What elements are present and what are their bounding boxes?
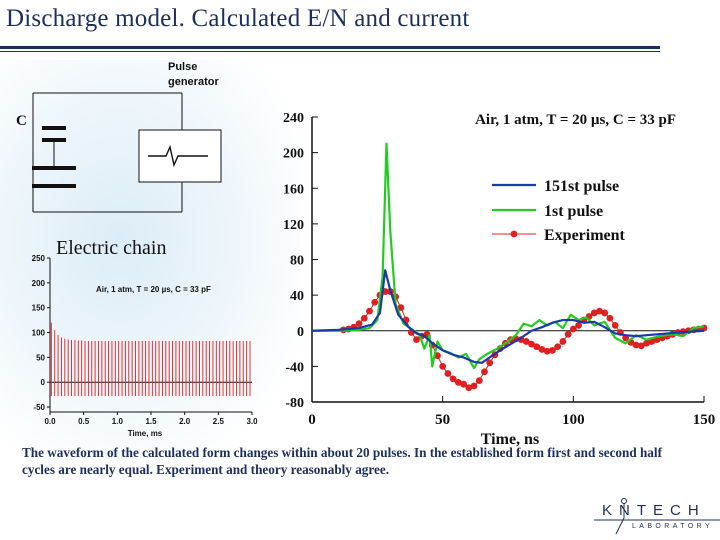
inset-xtick-label: 0.0 <box>44 417 56 426</box>
legend-label: 1st pulse <box>544 203 603 220</box>
inset-chart-series <box>50 322 251 397</box>
experiment-point <box>596 307 603 315</box>
inset-xtick-label: 1.5 <box>145 417 157 426</box>
title-rule <box>0 46 660 49</box>
inset-xtick-label: 2.0 <box>179 417 191 426</box>
inset-ytick-label: 50 <box>36 353 45 362</box>
title-rule-thin <box>0 51 660 52</box>
experiment-point <box>606 314 614 322</box>
experiment-point <box>554 343 562 351</box>
experiment-point <box>569 325 577 333</box>
experiment-point <box>637 342 645 350</box>
legend-label: Experiment <box>544 227 626 244</box>
main-ytick-label: 80 <box>290 254 304 269</box>
main-chart-series <box>311 142 708 392</box>
capacitor-plate-bottom <box>42 138 66 142</box>
main-xtick-label: 100 <box>562 412 585 428</box>
electric-chain-label: Electric chain <box>56 237 167 259</box>
experiment-point <box>611 322 619 329</box>
capacitor-label: C <box>16 113 27 129</box>
legend-label: 151st pulse <box>544 178 619 195</box>
inset-xtick-label: 3.0 <box>246 417 258 426</box>
discharge-plate-top <box>32 166 76 170</box>
experiment-point <box>481 368 488 376</box>
kntech-logo: KNTECH LABORATORY <box>594 498 720 540</box>
series-1st-pulse <box>312 142 705 370</box>
capacitor-plate-top <box>42 126 66 130</box>
series-151st-pulse <box>311 269 705 364</box>
main-xtick-label: 50 <box>435 412 450 428</box>
discharge-plate-bottom <box>32 184 76 188</box>
experiment-point <box>444 370 452 377</box>
inset-chart-xlabel: Time, ms <box>128 429 163 438</box>
inset-chart-axes: -50 0 50 100 150 200 250 0.0 0.5 1.0 1.5 2.0 2.5 3.0 <box>32 254 258 426</box>
experiment-point <box>632 341 640 349</box>
pulse-generator-label-1: Pulse <box>168 61 197 73</box>
circuit-diagram <box>32 92 222 213</box>
pulse-generator-label-2: generator <box>168 76 219 88</box>
inset-ytick-label: -50 <box>33 403 45 412</box>
inset-xtick-label: 0.5 <box>78 417 90 426</box>
experiment-point <box>549 346 556 354</box>
experiment-point <box>564 330 572 338</box>
experiment-point <box>413 336 420 344</box>
inset-xtick-label: 1.0 <box>112 417 124 426</box>
main-chart-title: Air, 1 atm, T = 20 µs, C = 33 pF <box>475 112 676 128</box>
experiment-point <box>643 339 650 347</box>
main-ytick-label: 200 <box>283 147 304 162</box>
main-ytick-label: 0 <box>297 325 304 340</box>
main-chart-axes: -80 -40 0 40 80 120 160 200 240 0 50 100 150 <box>283 111 715 428</box>
main-ytick-label: -80 <box>285 396 304 411</box>
experiment-point <box>360 314 368 322</box>
inset-ytick-label: 250 <box>32 254 46 263</box>
slide-title: Discharge model. Calculated E/N and curr… <box>6 5 470 32</box>
experiment-point <box>543 347 551 355</box>
experiment-point <box>366 307 373 315</box>
experiment-point <box>533 343 541 351</box>
experiment-point <box>528 340 535 348</box>
experiment-point <box>439 362 447 370</box>
main-chart-legend: 151st pulse 1st pulse Experiment <box>492 178 626 244</box>
pulse-generator-icon <box>148 144 208 168</box>
experiment-point <box>449 375 457 383</box>
main-ytick-label: 40 <box>290 289 304 304</box>
experiment-point <box>486 359 494 367</box>
main-ytick-label: -40 <box>285 360 304 375</box>
experiment-point <box>355 320 363 328</box>
experiment-point <box>397 304 405 311</box>
experiment-point <box>538 346 546 353</box>
main-chart-xlabel: Time, ns <box>481 431 539 448</box>
logo-graphic <box>594 498 720 535</box>
experiment-point <box>460 380 467 388</box>
experiment-point <box>454 379 462 386</box>
experiment-point <box>470 382 478 390</box>
main-chart: -80 -40 0 40 80 120 160 200 240 0 50 100 150 Air, 1 … <box>283 111 715 448</box>
inset-ytick-label: 150 <box>32 304 46 313</box>
experiment-point <box>371 298 379 306</box>
main-xtick-label: 150 <box>693 412 716 428</box>
experiment-point <box>465 384 473 392</box>
main-ytick-label: 120 <box>283 218 304 233</box>
inset-chart-title: Air, 1 atm, T = 20 µs, C = 33 pF <box>96 285 211 294</box>
main-ytick-label: 240 <box>283 111 304 126</box>
experiment-point <box>590 309 598 317</box>
experiment-point <box>575 322 582 329</box>
experiment-point <box>559 338 567 345</box>
inset-ytick-label: 0 <box>41 378 46 387</box>
main-ytick-label: 160 <box>283 182 304 197</box>
experiment-point <box>601 309 609 317</box>
experiment-point <box>475 377 483 385</box>
logo-wordmark: KNTECH <box>602 502 706 519</box>
inset-ytick-label: 200 <box>32 279 46 288</box>
inset-xtick-label: 2.5 <box>213 417 225 426</box>
legend-marker <box>510 230 518 238</box>
slide-caption: The waveform of the calculated form chan… <box>22 445 662 477</box>
inset-ytick-label: 100 <box>32 329 46 338</box>
logo-subtitle: LABORATORY <box>632 523 714 530</box>
experiment-point <box>522 338 530 345</box>
main-xtick-label: 0 <box>308 412 316 428</box>
